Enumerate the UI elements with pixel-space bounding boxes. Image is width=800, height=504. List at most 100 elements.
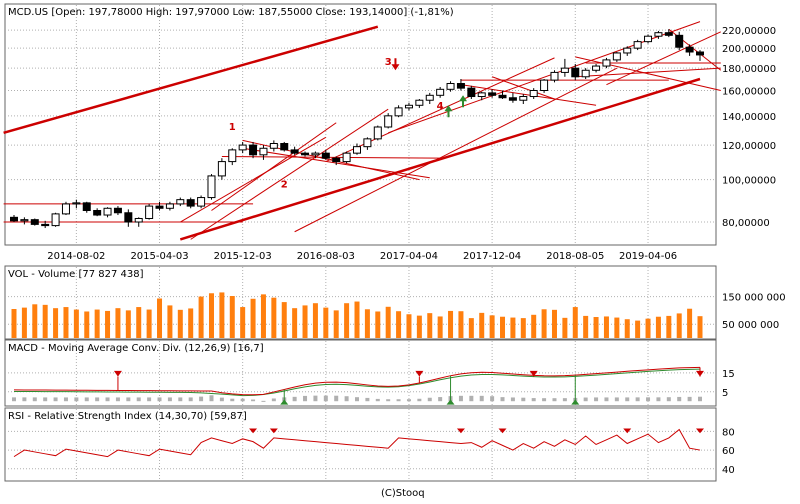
macd-histogram-bar (115, 397, 120, 402)
volume-bar (157, 298, 163, 338)
trend-line (575, 67, 721, 78)
y-tick-label: 150 000 000 (722, 293, 786, 304)
candle-body (280, 143, 289, 151)
y-tick-label: 40 (722, 465, 735, 476)
macd-histogram-bar (386, 399, 391, 402)
price-title: MCD.US [Open: 197,78000 High: 197,97000 … (8, 7, 454, 18)
volume-bar (614, 317, 620, 338)
y-tick-label: 80 (722, 427, 735, 438)
trend-line (294, 67, 618, 233)
volume-bar (105, 310, 111, 338)
volume-bar (531, 314, 537, 338)
macd-histogram-bar (677, 396, 682, 402)
macd-histogram-bar (167, 397, 172, 402)
x-tick-label: 2019-04-06 (619, 251, 677, 262)
candle-body (103, 207, 112, 216)
volume-bar (427, 313, 433, 338)
macd-histogram-bar (365, 397, 370, 402)
volume-bar (167, 305, 173, 338)
volume-bar (645, 318, 651, 338)
candle-body (301, 152, 310, 156)
volume-bar (489, 315, 495, 338)
volume-bar (541, 309, 547, 338)
candle-body (446, 83, 455, 90)
volume-bar (240, 307, 246, 338)
volume-bar (42, 304, 48, 338)
candle-body (259, 147, 268, 156)
volume-bar (250, 298, 256, 338)
volume-bar (302, 305, 308, 338)
macd-histogram-bar (230, 398, 235, 402)
macd-series (12, 366, 704, 405)
macd-histogram-bar (292, 396, 297, 402)
macd-histogram-bar (583, 397, 588, 402)
candle-body (20, 219, 29, 222)
trend-line (575, 56, 721, 91)
candle-body (592, 65, 601, 71)
arrow-icon (391, 58, 400, 71)
candle-body (675, 34, 684, 48)
macd-histogram-bar (303, 395, 308, 402)
y-tick-label: 5 (722, 388, 728, 399)
volume-title: VOL - Volume [77 827 438] (8, 269, 144, 280)
candle-body (93, 210, 102, 216)
annotation-label: 1 (229, 122, 236, 133)
candle-body (456, 83, 465, 89)
y-tick-label: 50 000 000 (722, 320, 779, 331)
candle-body (134, 217, 143, 223)
macd-title: MACD - Moving Average Conv. Div. (12,26,… (8, 343, 264, 354)
y-tick-label: 80,00000 (722, 218, 770, 229)
volume-bar (219, 292, 225, 338)
candle-body (373, 126, 382, 140)
volume-bar (125, 310, 131, 338)
candle-body (654, 32, 663, 37)
x-tick-label: 2017-04-04 (380, 251, 438, 262)
candle-body (353, 146, 361, 154)
y-tick-label: 200,00000 (722, 44, 776, 55)
volume-bar (344, 303, 350, 338)
macd-histogram-bar (458, 395, 463, 402)
macd-histogram-bar (375, 398, 380, 402)
candle-body (290, 149, 299, 154)
macd-histogram-bar (500, 397, 505, 402)
volume-bar (624, 319, 630, 338)
macd-histogram-bar (635, 397, 640, 402)
candle-body (249, 144, 258, 156)
overbought-marker-icon (456, 428, 465, 434)
macd-histogram-bar (334, 395, 339, 402)
volume-bar (198, 296, 204, 338)
sell-signal-icon (696, 370, 704, 377)
macd-histogram-bar (594, 397, 599, 402)
macd-histogram-bar (32, 397, 37, 402)
candle-body (207, 175, 216, 199)
sell-signal-icon (415, 370, 424, 377)
macd-histogram-bar (666, 397, 671, 402)
arrow-icon (459, 95, 468, 108)
y-tick-label: 120,00000 (722, 141, 776, 152)
volume-bar (603, 316, 609, 338)
candle-body (664, 32, 673, 36)
candle-body (488, 92, 497, 96)
candle-body (176, 199, 185, 205)
macd-histogram-bar (105, 397, 110, 402)
candles (10, 29, 704, 229)
macd-histogram-bar (74, 397, 79, 402)
candle-body (560, 67, 569, 73)
y-tick-label: 15 (722, 369, 735, 380)
macd-histogram-bar (542, 398, 547, 402)
volume-bar (136, 307, 142, 338)
candle-body (571, 67, 580, 78)
macd-histogram-bar (490, 396, 495, 402)
candle-body (394, 107, 403, 117)
volume-bar (323, 307, 329, 338)
trend-line (491, 76, 555, 100)
candle-body (332, 157, 341, 163)
macd-histogram-bar (323, 395, 328, 402)
candle-body (415, 99, 424, 106)
macd-histogram-bar (147, 397, 152, 402)
volume-bar (354, 301, 360, 338)
trend-line (180, 136, 327, 223)
volume-bar (21, 307, 27, 338)
x-tick-label: 2018-08-05 (546, 251, 604, 262)
macd-histogram-bar (417, 398, 422, 402)
